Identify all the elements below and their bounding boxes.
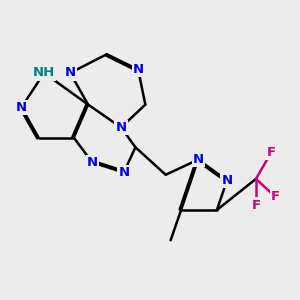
Text: N: N	[221, 174, 233, 187]
Text: N: N	[64, 66, 76, 80]
Text: N: N	[193, 153, 204, 166]
Text: N: N	[116, 121, 127, 134]
Text: F: F	[271, 190, 280, 203]
Text: NH: NH	[33, 66, 55, 80]
Text: N: N	[87, 156, 98, 169]
Text: N: N	[16, 101, 27, 114]
Text: N: N	[133, 63, 144, 76]
Text: N: N	[118, 166, 129, 179]
Text: F: F	[251, 199, 260, 212]
Text: F: F	[266, 146, 276, 159]
